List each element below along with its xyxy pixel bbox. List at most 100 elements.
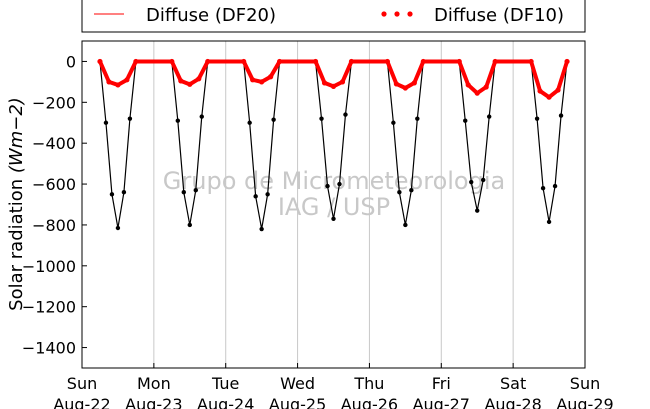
x-tick-label: Aug-29: [556, 395, 613, 409]
series-global-point: [115, 225, 121, 231]
series-df10-point: [546, 94, 552, 100]
x-tick-day: Thu: [353, 374, 384, 393]
legend: Diffuse (DF20) Diffuse (DF10): [81, 0, 586, 33]
series-df10-point: [330, 83, 337, 89]
series-global-point: [331, 216, 336, 222]
series-df10-point: [312, 58, 319, 65]
x-axis-ticks: Sun Aug-22 Mon Aug-23 Tue Aug-24 Wed Aug-25 Thu A…: [53, 363, 614, 409]
y-tick-label: −400: [32, 134, 76, 153]
series-global-point: [343, 112, 348, 117]
series-global-point: [552, 183, 558, 189]
series-global-point: [265, 192, 270, 197]
series-df10-point: [268, 74, 274, 80]
x-tick-day: Sat: [500, 374, 526, 393]
plot-data: [97, 58, 570, 232]
x-tick-label: Aug-28: [484, 395, 541, 409]
series-global-point: [469, 179, 474, 185]
x-tick-day: Sun: [570, 374, 600, 393]
y-tick-label: 0: [66, 52, 76, 71]
series-df10-point: [205, 58, 211, 65]
series-df10-point: [196, 76, 202, 82]
x-tick-label: Aug-22: [53, 395, 110, 409]
x-tick-label: Aug-25: [269, 395, 326, 409]
series-global-point: [397, 190, 402, 195]
series-df10-point: [537, 88, 543, 94]
series-global-point: [403, 222, 408, 228]
series-df10-point: [564, 58, 570, 65]
series-global-point: [558, 113, 564, 118]
series-global-point: [337, 181, 342, 187]
series-global-point: [253, 194, 258, 199]
series-df10-trace: [98, 59, 569, 100]
y-tick-label: −800: [32, 216, 76, 235]
x-tick-label: Aug-27: [413, 395, 470, 409]
series-global-point: [259, 226, 264, 232]
series-df10-point: [348, 58, 355, 65]
y-tick-label: −1400: [22, 339, 76, 358]
series-df10-point: [456, 58, 462, 65]
series-df10-point: [133, 58, 139, 65]
series-global-point: [247, 120, 252, 125]
x-tick-label: Aug-24: [197, 395, 254, 409]
series-df10-point: [178, 78, 184, 84]
series-df10-point: [169, 58, 175, 65]
series-global-point: [391, 120, 396, 125]
y-tick-label: −600: [32, 175, 76, 194]
series-global-point: [187, 222, 192, 228]
series-df10-point: [124, 77, 130, 83]
series-df10-point: [528, 58, 534, 65]
grid-lines: [81, 41, 586, 368]
series-global-point: [193, 187, 198, 193]
series-global-point: [475, 208, 480, 213]
series-df10-point: [241, 58, 247, 65]
series-global-point: [534, 116, 540, 121]
series-df10-point: [420, 58, 426, 65]
series-df10-point: [393, 81, 399, 87]
series-df10-point: [492, 58, 498, 65]
x-tick-day: Sun: [67, 374, 97, 393]
plot-frame: [81, 40, 586, 369]
legend-label-df20: Diffuse (DF20): [146, 5, 276, 26]
series-df10-point: [115, 82, 121, 88]
series-df10-point: [277, 58, 283, 65]
series-global-point: [127, 116, 133, 121]
series-global-point: [175, 118, 181, 123]
series-global-point: [486, 114, 492, 119]
series-df20-line: [99, 60, 568, 99]
series-df10-point: [555, 87, 561, 93]
legend-label-df10: Diffuse (DF10): [434, 5, 564, 26]
series-global-point: [415, 116, 420, 121]
x-tick-day: Wed: [280, 374, 315, 393]
series-df10-point: [339, 79, 346, 85]
legend-marker-df10: [394, 11, 400, 17]
legend-marker-df10: [407, 11, 413, 17]
series-global-point: [463, 118, 468, 123]
series-df10-point: [465, 82, 471, 88]
series-df10-point: [474, 90, 480, 96]
series-global-point: [271, 117, 276, 122]
series-global-point: [319, 116, 324, 121]
series-df10-point: [106, 79, 112, 85]
series-df10-point: [483, 84, 489, 90]
y-tick-label: −1000: [22, 257, 76, 276]
series-global-point: [540, 185, 546, 191]
y-axis-ticks: 0 −200 −400 −600 −800 −1000 −1200 −1400: [22, 52, 87, 358]
legend-box: [81, 0, 586, 33]
x-tick-day: Tue: [211, 374, 239, 393]
series-global-point: [121, 190, 127, 195]
y-axis-label: Solar radiation (Wm−2): [6, 97, 27, 311]
x-tick-day: Mon: [137, 374, 171, 393]
series-df10-point: [97, 58, 103, 65]
series-df10-point: [250, 77, 256, 83]
series-global-point: [481, 177, 486, 183]
series-df10-point: [411, 80, 417, 86]
legend-marker-df10: [381, 11, 387, 17]
series-df10-point: [187, 81, 193, 87]
series-df10-point: [384, 58, 390, 65]
x-tick-day: Fri: [432, 374, 451, 393]
series-global-point: [199, 114, 204, 119]
series-df10-point: [402, 85, 408, 91]
series-df10-point: [321, 80, 328, 86]
series-global-point: [109, 192, 115, 197]
